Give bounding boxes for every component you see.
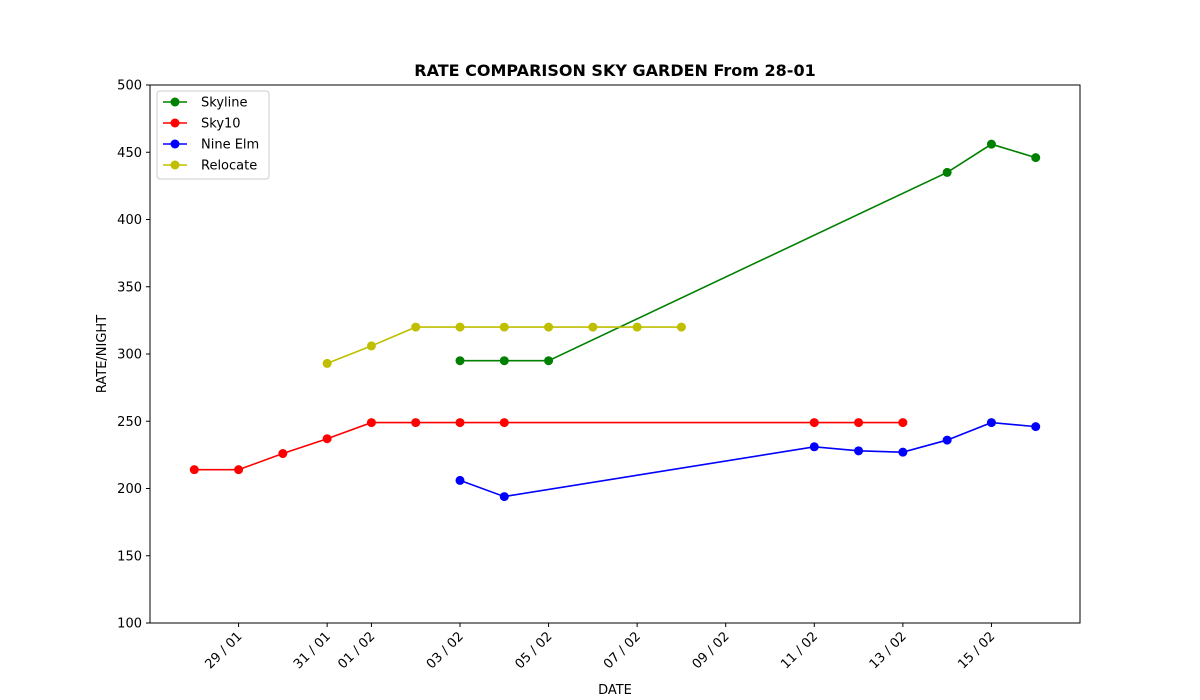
legend-item-relocate: Relocate: [163, 159, 257, 174]
data-point-nine-elm: [809, 442, 819, 452]
legend-label-nine-elm: Nine Elm: [201, 138, 259, 153]
data-point-sky10: [322, 434, 332, 444]
x-axis-label: DATE: [598, 683, 632, 698]
legend-marker-nine-elm: [170, 139, 180, 149]
data-point-sky10: [898, 418, 908, 428]
series-relocate: [322, 322, 686, 368]
data-point-relocate: [588, 322, 598, 332]
data-point-skyline: [986, 139, 996, 149]
data-point-nine-elm: [499, 492, 509, 502]
y-tick-label: 450: [117, 146, 142, 161]
y-axis-label: RATE/NIGHT: [95, 315, 110, 393]
data-point-sky10: [278, 449, 288, 459]
legend-box: [156, 90, 270, 180]
y-tick-label: 350: [117, 280, 142, 295]
data-point-skyline: [1031, 153, 1041, 163]
data-point-skyline: [942, 167, 952, 177]
data-point-sky10: [411, 418, 421, 428]
data-point-relocate: [544, 322, 554, 332]
data-point-nine-elm: [854, 446, 864, 456]
data-point-sky10: [366, 418, 376, 428]
data-point-relocate: [676, 322, 686, 332]
y-tick-label: 100: [117, 617, 142, 632]
data-point-skyline: [499, 356, 509, 366]
data-point-sky10: [854, 418, 864, 428]
series-line-nine-elm: [459, 421, 1036, 498]
legend-label-relocate: Relocate: [201, 159, 257, 174]
y-tick-label: 300: [117, 348, 142, 363]
data-point-skyline: [455, 356, 465, 366]
legend-item-skyline: Skyline: [163, 96, 247, 111]
legend-label-sky10: Sky10: [201, 117, 241, 132]
y-tick-label: 250: [117, 415, 142, 430]
series-line-skyline: [460, 143, 1036, 362]
y-tick-label: 500: [117, 79, 142, 94]
data-point-sky10: [809, 418, 819, 428]
data-point-nine-elm: [455, 475, 465, 485]
data-point-sky10: [189, 465, 199, 475]
legend-marker-relocate: [170, 160, 180, 170]
data-point-sky10: [499, 418, 509, 428]
data-point-nine-elm: [1031, 422, 1041, 432]
series-layer: [189, 139, 1041, 502]
data-point-relocate: [411, 322, 421, 332]
series-skyline: [455, 139, 1041, 366]
chart-title: RATE COMPARISON SKY GARDEN From 28-01: [414, 61, 815, 80]
y-tick-label: 150: [117, 549, 142, 564]
data-point-relocate: [366, 341, 376, 351]
legend-item-sky10: Sky10: [163, 117, 241, 132]
legend-label-skyline: Skyline: [201, 96, 247, 111]
legend-marker-sky10: [170, 118, 180, 128]
y-axis: 100 150 200 250 300 350 400 450 500: [117, 79, 150, 632]
data-point-relocate: [455, 322, 465, 332]
data-point-nine-elm: [986, 418, 996, 428]
series-nine-elm: [455, 418, 1041, 502]
legend-marker-skyline: [170, 97, 180, 107]
series-sky10: [189, 418, 908, 475]
data-point-relocate: [632, 322, 642, 332]
y-tick-label: 400: [117, 213, 142, 228]
data-point-sky10: [455, 418, 465, 428]
data-point-nine-elm: [942, 435, 952, 445]
data-point-sky10: [234, 465, 244, 475]
data-point-relocate: [322, 358, 332, 368]
data-point-nine-elm: [898, 447, 908, 457]
legend-item-nine-elm: Nine Elm: [163, 138, 259, 153]
y-tick-label: 200: [117, 482, 142, 497]
data-point-skyline: [544, 356, 554, 366]
legend: Skyline Sky10 Nine Elm Relocate: [156, 90, 270, 180]
data-point-relocate: [499, 322, 509, 332]
